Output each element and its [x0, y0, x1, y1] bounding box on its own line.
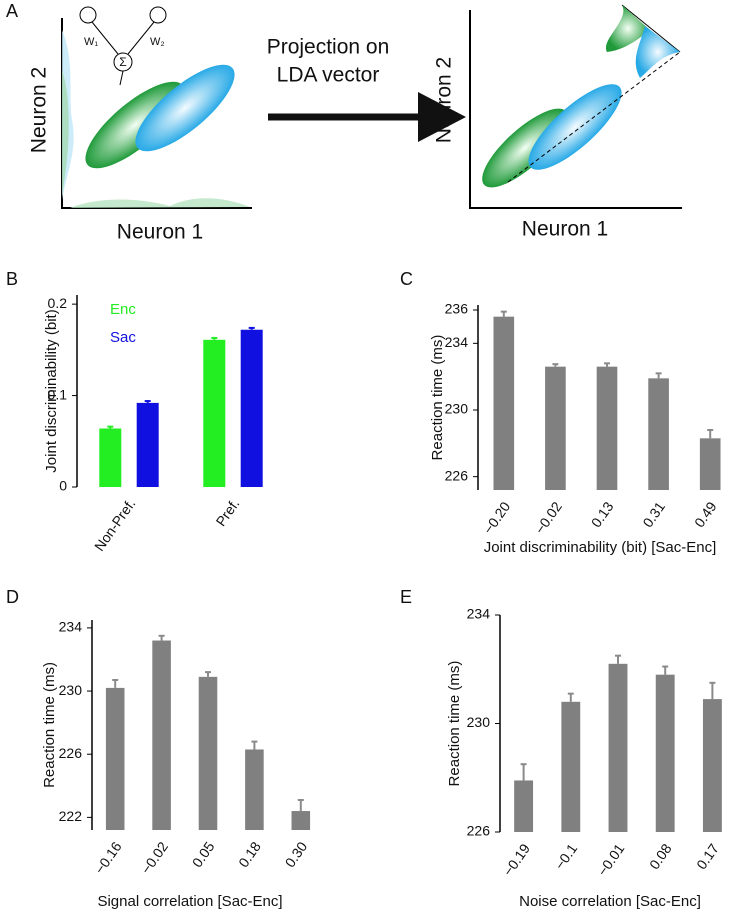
y-tick-label: 234: [59, 619, 83, 635]
x-tick-label: 0.17: [693, 840, 722, 872]
ellipse: [528, 84, 622, 170]
x-tick-label: 0.13: [588, 498, 617, 530]
x-label: Signal correlation [Sac-Enc]: [97, 893, 282, 910]
x-tick-label: 0.08: [646, 840, 675, 872]
marginal: [70, 198, 250, 208]
y-label: Neuron 2: [28, 67, 51, 153]
edge: [119, 70, 124, 86]
bar: [99, 428, 122, 487]
y-tick-label: 222: [59, 808, 83, 824]
edge: [127, 21, 155, 55]
bar: [596, 366, 618, 490]
bar: [291, 811, 311, 830]
x-tick-label: 0.18: [235, 838, 264, 870]
x-label: Neuron 1: [117, 221, 203, 244]
x-tick-label: Pref.: [212, 496, 242, 529]
x-tick-label: −0.01: [594, 841, 628, 879]
x-label: Noise correlation [Sac-Enc]: [519, 893, 701, 910]
arrow-text: LDA vector: [277, 64, 380, 87]
y-tick-label: 0.1: [48, 386, 68, 402]
node: [79, 6, 97, 24]
y-tick-label: 234: [445, 334, 469, 350]
y-tick-label: 0.2: [48, 295, 68, 311]
panel-letter: A: [6, 1, 18, 21]
projection-dist: [605, 5, 650, 52]
y-label: Joint discriminability (bit): [43, 309, 60, 472]
panel-letter: E: [400, 587, 412, 607]
panel-a: A W₁ W₂ Σ Neuron 2 Neuron 1 Projection o…: [6, 1, 682, 244]
x-tick-label: 0.49: [691, 498, 720, 530]
y-tick-label: 230: [445, 401, 469, 417]
bar: [608, 663, 628, 832]
projection: [621, 4, 681, 53]
weight: W₁: [84, 36, 98, 48]
projection-dist: [635, 26, 680, 78]
x-tick-label: −0.16: [91, 839, 125, 877]
x-tick-label: −0.19: [500, 841, 534, 879]
bar: [198, 676, 218, 830]
bar: [561, 701, 581, 832]
x-label: Neuron 1: [522, 218, 608, 241]
edge: [91, 21, 119, 55]
bar: [648, 378, 669, 490]
x-label: Joint discriminability (bit) [Sac-Enc]: [484, 539, 717, 556]
panel-letter: D: [6, 587, 19, 607]
marginal: [62, 70, 69, 195]
y-tick-label: 226: [59, 745, 83, 761]
sum: Σ: [119, 55, 126, 69]
x-tick-label: 0.30: [282, 838, 311, 870]
bar: [240, 329, 263, 487]
y-label: Reaction time (ms): [429, 335, 446, 461]
bar: [545, 366, 566, 490]
arrow-text: Projection on: [267, 36, 390, 59]
y-label: Reaction time (ms): [446, 661, 463, 787]
y-tick-label: 234: [467, 606, 491, 622]
bar: [699, 438, 721, 490]
y-label: Neuron 2: [433, 57, 456, 143]
panel-letter: C: [400, 269, 413, 289]
x-tick-label: 0.05: [189, 838, 218, 870]
lda-line: [507, 51, 681, 183]
arrow-head: [418, 92, 466, 142]
weight: W₂: [150, 36, 165, 48]
y-tick-label: 230: [467, 714, 491, 730]
y-label: Reaction time (ms): [41, 662, 58, 788]
ellipse: [135, 64, 235, 152]
bar: [105, 687, 125, 830]
bar: [655, 674, 675, 832]
bar: [245, 749, 264, 830]
y-tick-label: 230: [59, 682, 83, 698]
x-tick-label: Non-Pref.: [91, 496, 138, 554]
bar: [136, 402, 159, 487]
y-tick-label: 226: [445, 467, 469, 483]
x-tick-label: −0.20: [480, 499, 514, 537]
x-tick-label: −0.1: [551, 840, 580, 872]
panel-letter: B: [6, 269, 18, 289]
bar: [203, 339, 226, 487]
bar: [514, 780, 534, 832]
legend-entry: Enc: [110, 301, 136, 318]
bar: [152, 640, 171, 830]
x-tick-label: −0.02: [138, 839, 172, 877]
legend-entry: Sac: [110, 329, 136, 346]
x-tick-label: 0.31: [639, 498, 668, 530]
x-tick-label: −0.02: [531, 499, 565, 537]
node: [149, 6, 167, 24]
bar: [702, 699, 722, 832]
y-tick-label: 236: [445, 301, 469, 317]
bar: [493, 316, 515, 490]
y-tick-label: 0: [59, 478, 67, 494]
y-tick-label: 226: [467, 823, 491, 839]
